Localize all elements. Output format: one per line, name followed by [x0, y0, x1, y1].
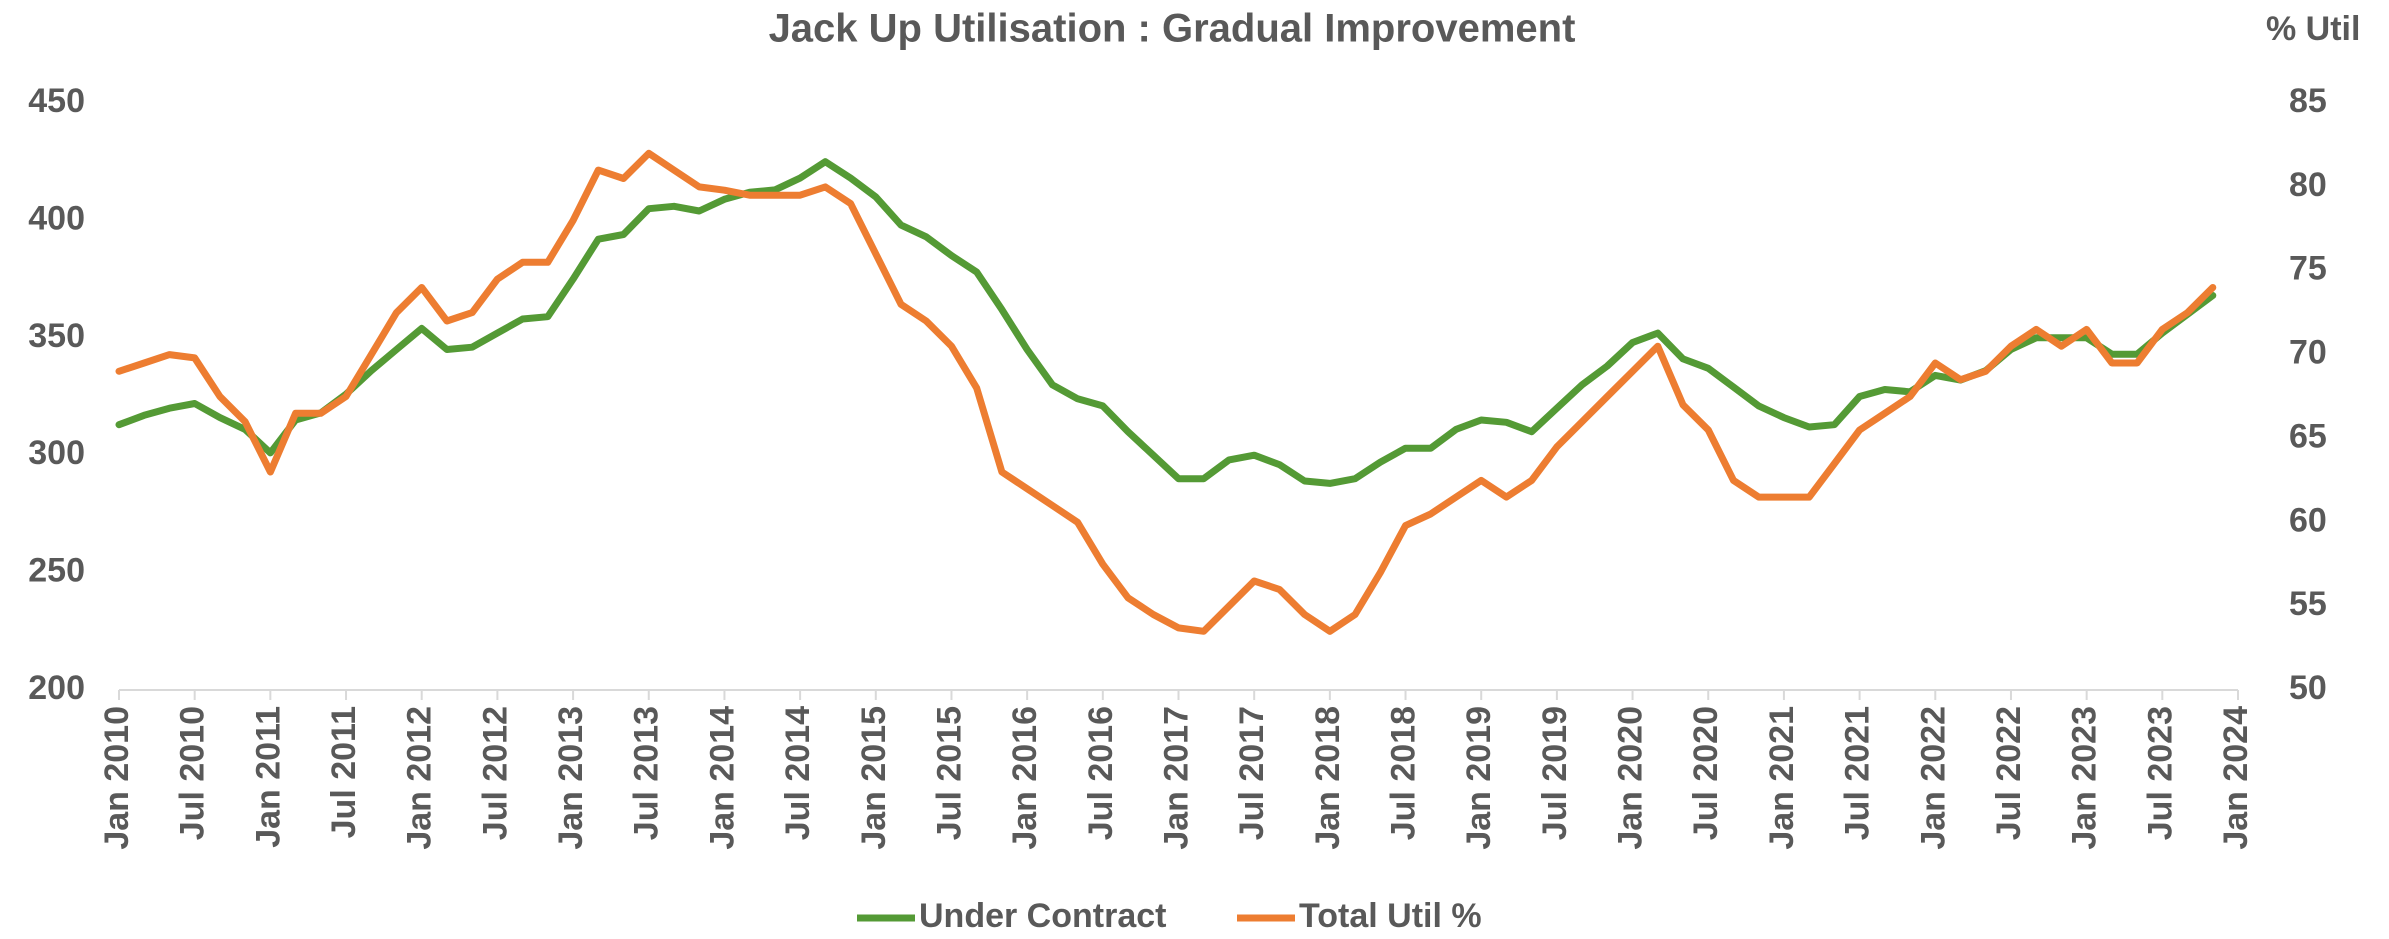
x-tick-label: Jul 2023 [2141, 706, 2179, 840]
x-tick-label: Jul 2013 [628, 706, 666, 840]
y2-tick-label: 65 [2289, 417, 2327, 455]
x-tick-label: Jan 2012 [401, 706, 439, 850]
x-tick-label: Jan 2014 [703, 706, 741, 850]
x-tick-label: Jan 2019 [1460, 706, 1498, 850]
x-tick-label: Jan 2023 [2066, 706, 2104, 850]
y2-tick-label: 50 [2289, 669, 2327, 707]
y-tick-label: 350 [28, 317, 85, 355]
y-tick-label: 250 [28, 552, 85, 590]
y2-tick-label: 55 [2289, 585, 2327, 623]
x-tick-label: Jul 2020 [1687, 706, 1725, 840]
series-line [115, 158, 2217, 487]
y-tick-label: 200 [28, 669, 85, 707]
y2-tick-label: 70 [2289, 334, 2327, 372]
y-tick-label: 400 [28, 199, 85, 237]
series-line [115, 149, 2217, 635]
x-tick-label: Jul 2016 [1082, 706, 1120, 840]
y2-axis-title: % Util [2266, 10, 2360, 48]
x-tick-label: Jan 2018 [1309, 706, 1347, 850]
chart-title: Jack Up Utilisation : Gradual Improvemen… [769, 7, 1576, 51]
x-tick-label: Jan 2022 [1914, 706, 1952, 850]
x-tick-label: Jul 2022 [1990, 706, 2028, 840]
x-tick-label: Jan 2017 [1157, 706, 1195, 850]
y2-tick-label: 80 [2289, 166, 2327, 204]
legend-label: Total Util % [1299, 897, 1482, 935]
y-tick-label: 300 [28, 434, 85, 472]
x-tick-label: Jul 2011 [325, 706, 363, 838]
x-tick-label: Jul 2018 [1385, 706, 1423, 840]
y2-tick-label: 60 [2289, 501, 2327, 539]
legend-label: Under Contract [919, 897, 1166, 935]
y2-tick-label: 75 [2289, 250, 2327, 288]
y2-tick-label: 85 [2289, 82, 2327, 120]
x-tick-label: Jul 2010 [174, 706, 212, 840]
x-tick-label: Jan 2016 [1006, 706, 1044, 850]
x-tick-label: Jul 2019 [1536, 706, 1574, 840]
x-tick-label: Jul 2015 [930, 706, 968, 840]
x-tick-label: Jan 2020 [1612, 706, 1650, 850]
x-tick-label: Jul 2017 [1233, 706, 1271, 840]
x-tick-label: Jan 2021 [1763, 706, 1801, 850]
x-tick-label: Jul 2012 [476, 706, 514, 840]
x-tick-label: Jan 2024 [2217, 706, 2255, 850]
x-tick-label: Jan 2015 [855, 706, 893, 850]
x-tick-label: Jan 2011 [249, 706, 287, 848]
x-tick-label: Jul 2021 [1839, 706, 1877, 840]
x-tick-label: Jan 2010 [98, 706, 136, 850]
x-tick-label: Jul 2014 [779, 706, 817, 840]
y-tick-label: 450 [28, 82, 85, 120]
x-tick-label: Jan 2013 [552, 706, 590, 850]
